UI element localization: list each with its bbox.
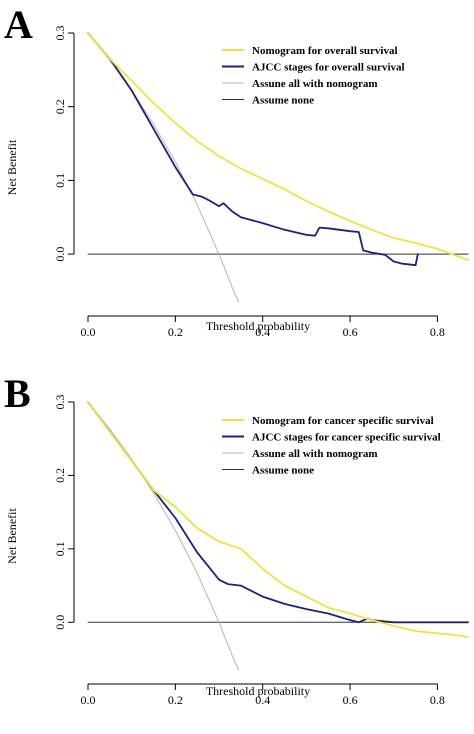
y-tick-label: 0.2 bbox=[53, 468, 67, 483]
series-line-0 bbox=[87, 32, 469, 261]
chart-panel-a: A 0.0 0.1 0.2 0.3 0.0 0.2 0.4 0.6 0.8 Threshold pr… bbox=[4, 2, 469, 339]
y-tick-label: 0.1 bbox=[53, 541, 67, 556]
y-tick-label: 0.0 bbox=[53, 247, 67, 262]
series-line-0 bbox=[87, 401, 469, 638]
legend-label: AJCC stages for overall survival bbox=[252, 62, 405, 74]
x-tick-label: 0.4 bbox=[255, 693, 270, 707]
legend-label: Assume none bbox=[252, 95, 314, 107]
y-tick-label: 0.2 bbox=[53, 99, 67, 114]
legend-label: Assune all with nomogram bbox=[252, 448, 378, 460]
panel-letter-a: A bbox=[4, 2, 33, 47]
series-line-2 bbox=[87, 32, 240, 303]
y-tick-label: 0.3 bbox=[53, 26, 67, 41]
series-line-1 bbox=[87, 32, 419, 267]
y-axis-title: Net Benefit bbox=[5, 139, 19, 195]
y-axis-title: Net Benefit bbox=[5, 508, 19, 564]
y-tick-label: 0.0 bbox=[53, 615, 67, 630]
x-tick-label: 0.6 bbox=[343, 325, 358, 339]
x-tick-label: 0.6 bbox=[343, 693, 358, 707]
x-tick-label: 0.0 bbox=[81, 325, 96, 339]
y-tick-label: 0.1 bbox=[53, 173, 67, 188]
x-axis-title: Threshold probability bbox=[206, 319, 310, 333]
panel-letter-b: B bbox=[4, 371, 31, 416]
x-tick-label: 0.8 bbox=[430, 693, 445, 707]
x-axis-title: Threshold probability bbox=[206, 684, 310, 698]
x-tick-label: 0.4 bbox=[255, 325, 270, 339]
legend-label: Nomogram for overall survival bbox=[252, 45, 398, 57]
y-tick-label: 0.3 bbox=[53, 395, 67, 410]
legend-label: AJCC stages for cancer specific survival bbox=[252, 432, 441, 444]
x-tick-label: 0.2 bbox=[168, 693, 183, 707]
legend-label: Assune all with nomogram bbox=[252, 78, 378, 90]
legend-label: Nomogram for cancer specific survival bbox=[252, 415, 434, 427]
legend: Nomogram for overall survival AJCC stages… bbox=[222, 45, 405, 107]
x-tick-label: 0.0 bbox=[81, 693, 96, 707]
legend-label: Assume none bbox=[252, 465, 314, 477]
x-tick-label: 0.8 bbox=[430, 325, 445, 339]
x-tick-label: 0.2 bbox=[168, 325, 183, 339]
chart-panel-b: B 0.0 0.1 0.2 0.3 0.0 0.2 0.4 0.6 0.8 Threshold pr… bbox=[4, 371, 469, 707]
series-line-1 bbox=[87, 401, 469, 624]
series-line-2 bbox=[87, 401, 240, 671]
legend: Nomogram for cancer specific survival AJC… bbox=[222, 415, 441, 477]
